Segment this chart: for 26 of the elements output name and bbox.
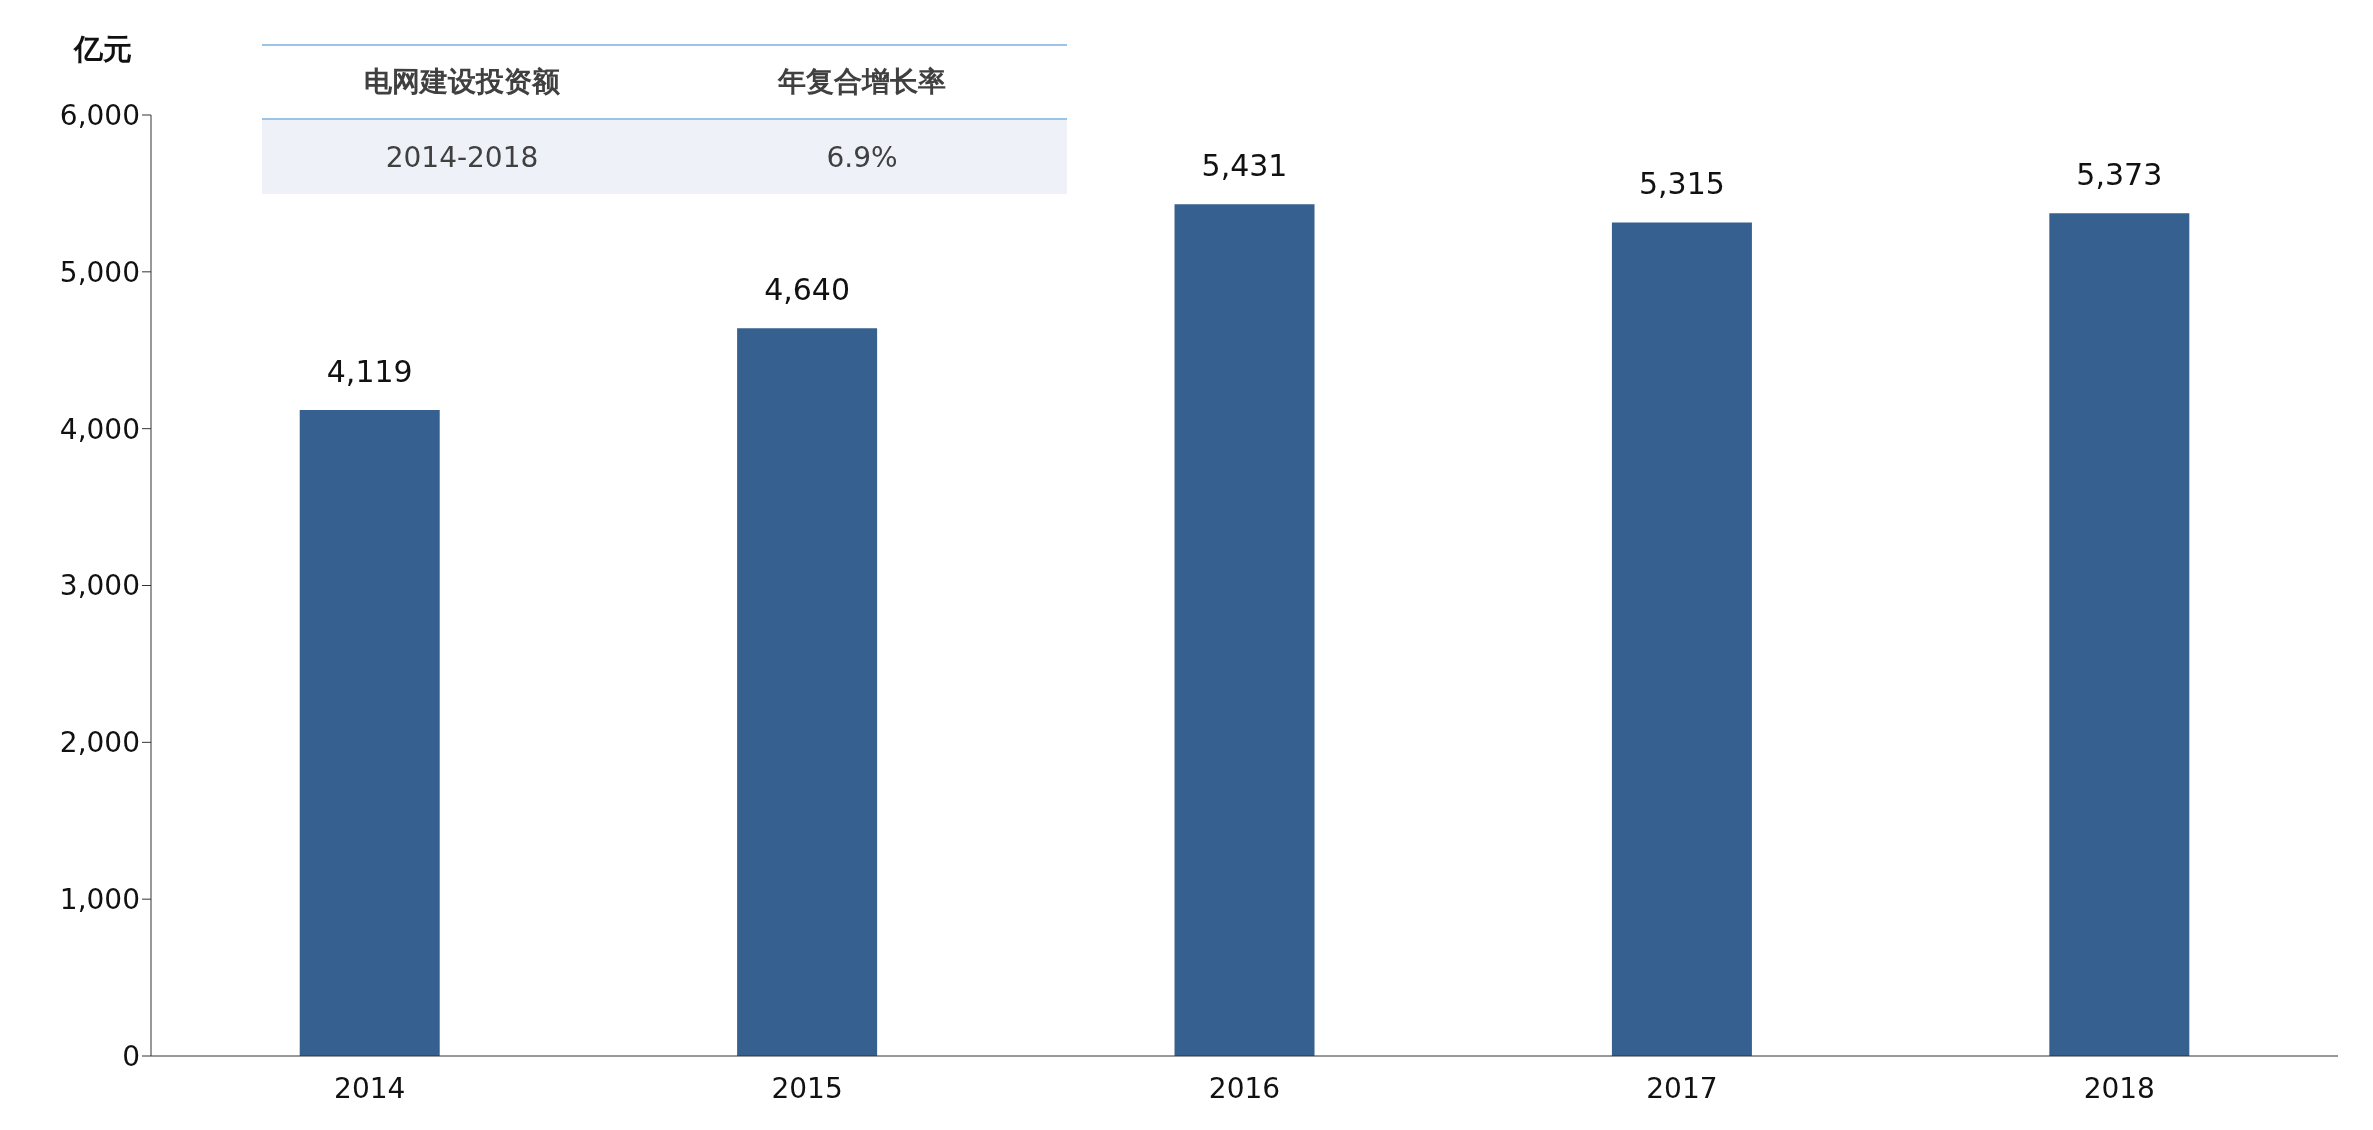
annotation: 6.9%: [825, 140, 899, 174]
x-tick-label: 2018: [2083, 1071, 2155, 1105]
y-tick-label: 1,000: [59, 883, 140, 917]
bar: [1174, 204, 1315, 1056]
y-tick-label: 4,000: [59, 412, 140, 446]
data-label: 5,431: [1201, 148, 1288, 184]
data-label: 4,119: [326, 354, 413, 389]
data-label: 5,315: [1638, 166, 1725, 202]
y-tick-label: 6,000: [59, 98, 140, 132]
y-tick-label: 3,000: [59, 569, 140, 603]
annotation: 2014-2018: [384, 140, 540, 174]
data-label: 4,640: [764, 272, 851, 308]
y-axis-title: 亿元: [74, 31, 132, 68]
y-tick-label: 5,000: [59, 255, 140, 289]
x-tick-label: 2017: [1646, 1071, 1718, 1105]
summary-table: 电网建设投资额 年复合增长率 2014-2018 6.9%: [262, 44, 1067, 194]
data-label: 5,373: [2076, 157, 2163, 193]
y-tick-label: 0: [122, 1039, 140, 1073]
x-tick-label: 2014: [334, 1071, 406, 1105]
bar: [2049, 213, 2190, 1056]
x-tick-label: 2016: [1208, 1071, 1281, 1105]
y-tick-label: 2,000: [59, 726, 140, 760]
x-tick-label: 2015: [771, 1071, 843, 1105]
bar: [1611, 222, 1752, 1056]
bar: [737, 328, 878, 1056]
bar: [299, 410, 440, 1056]
